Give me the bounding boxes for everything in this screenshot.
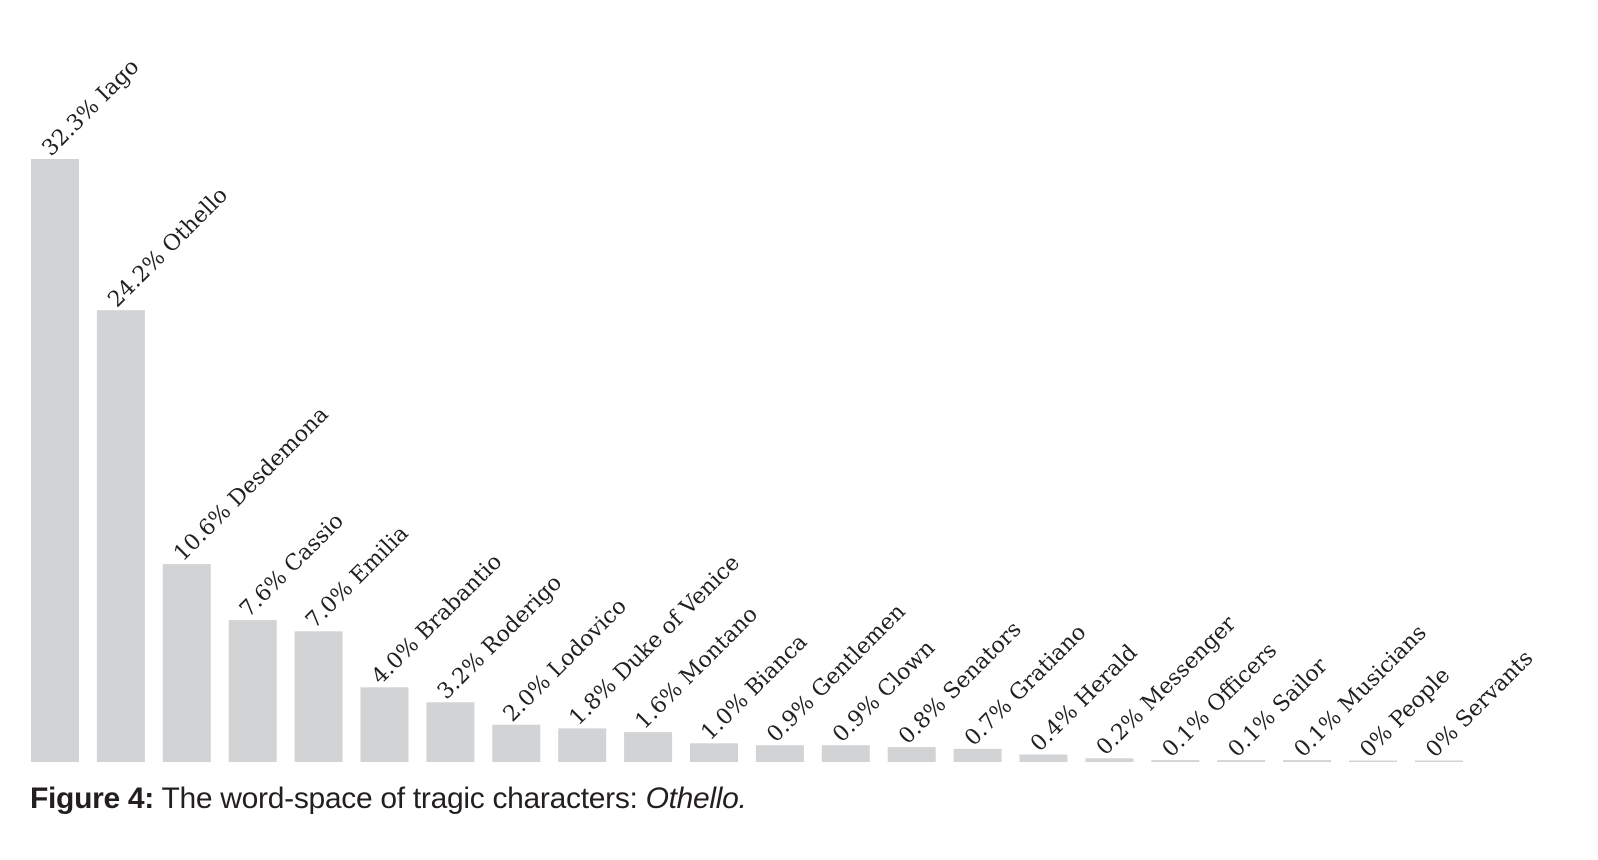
bar-senators <box>887 747 936 762</box>
bar-herald <box>1019 754 1068 762</box>
bar-officers <box>1151 760 1200 762</box>
bar-iago <box>31 159 79 762</box>
figure-caption-title: Othello. <box>645 782 747 815</box>
bar-gratiano <box>953 748 1002 762</box>
bar-label-senators: 0.8% Senators <box>894 617 1026 749</box>
bar-label-servants: 0% Servants <box>1421 646 1538 763</box>
bar-sailor <box>1217 760 1266 762</box>
bar-label-gratiano: 0.7% Gratiano <box>960 620 1091 751</box>
bar-montano <box>624 732 673 762</box>
bar-cassio <box>228 620 277 762</box>
bar-desdemona <box>162 564 211 762</box>
bar-label-iago: 32.3% Iago <box>38 54 145 161</box>
bar-bianca <box>690 743 738 762</box>
bar-people <box>1349 760 1397 762</box>
bar-label-officers: 0.1% Officers <box>1158 638 1282 762</box>
bar-label-othello: 24.2% Othello <box>103 183 233 313</box>
bar-gentlemen <box>755 745 804 762</box>
bar-brabantio <box>360 687 409 762</box>
bar-clown <box>821 745 870 762</box>
bar-roderigo <box>426 702 475 762</box>
bar-servants <box>1414 760 1463 762</box>
bar-duke-of-venice <box>558 728 607 762</box>
figure-caption-text: The word-space of tragic characters: <box>153 782 646 815</box>
bar-lodovico <box>492 724 541 762</box>
bar-musicians <box>1283 760 1332 762</box>
figure-number: Figure 4: <box>30 782 154 815</box>
bars-layer <box>31 159 1463 762</box>
bar-emilia <box>294 631 343 762</box>
bar-othello <box>96 310 145 762</box>
figure-caption: Figure 4: The word-space of tragic chara… <box>30 782 747 816</box>
bar-messenger <box>1085 758 1134 762</box>
